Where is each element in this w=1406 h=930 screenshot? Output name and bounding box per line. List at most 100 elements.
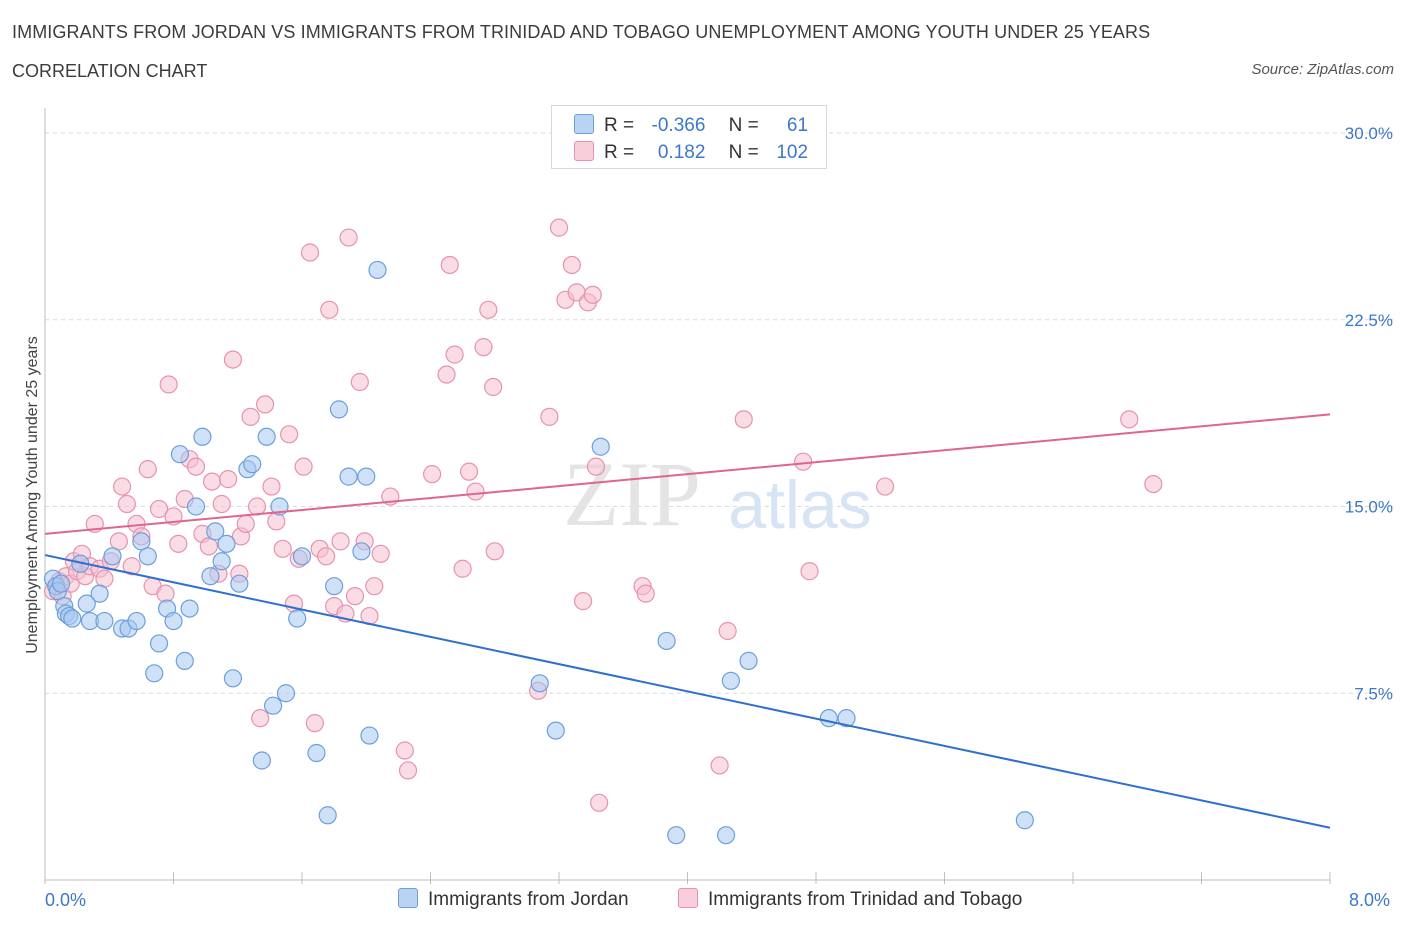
- trinidad-point: [485, 542, 504, 561]
- trinidad-point: [549, 218, 569, 237]
- trinidad-point: [562, 255, 581, 275]
- jordan-point: [1015, 811, 1034, 830]
- jordan-point: [357, 467, 376, 486]
- jordan-point: [170, 445, 190, 464]
- jordan-point: [591, 437, 610, 456]
- series-legend: Immigrants from Jordan Immigrants from T…: [0, 888, 1406, 918]
- jordan-series: [43, 260, 1034, 845]
- trinidad-point: [474, 338, 493, 357]
- trinidad-point: [590, 793, 609, 812]
- jordan-point: [288, 609, 307, 628]
- jordan-point: [530, 674, 549, 693]
- jordan-point: [201, 567, 220, 586]
- trinidad-point: [122, 557, 141, 576]
- trinidad-point: [251, 709, 270, 728]
- trinidad-point: [156, 584, 175, 603]
- trinidad-point: [583, 285, 602, 304]
- trinidad-point: [875, 477, 895, 496]
- legend-row-trinidad: R = 0.182 N = 102: [574, 141, 808, 167]
- legend-item-jordan[interactable]: Immigrants from Jordan: [398, 888, 629, 911]
- jordan-point: [186, 497, 206, 516]
- trinidad-point: [316, 547, 336, 566]
- jordan-point: [257, 427, 276, 446]
- jordan-point: [352, 542, 371, 561]
- legend-label-jordan: Immigrants from Jordan: [428, 889, 629, 910]
- legend-swatch-trinidad: [574, 141, 594, 161]
- jordan-point: [252, 751, 271, 770]
- x-tick-label-max: 8.0%: [1349, 890, 1391, 910]
- legend-n-value-jordan: 61: [786, 115, 809, 136]
- trinidad-point: [365, 577, 384, 596]
- jordan-point: [95, 611, 114, 631]
- trinidad-point: [1144, 474, 1163, 494]
- jordan-point: [276, 684, 296, 703]
- y-tick-label: 7.5%: [1354, 684, 1393, 703]
- trinidad-point: [734, 410, 753, 429]
- jordan-point: [307, 743, 326, 763]
- y-axis-label: Unemployment Among Youth under 25 years: [24, 336, 41, 654]
- jordan-point: [263, 696, 283, 715]
- legend-r-label: R =: [604, 142, 635, 163]
- trinidad-point: [236, 514, 255, 534]
- legend-swatch-trinidad: [678, 888, 698, 908]
- jordan-point: [212, 552, 231, 571]
- jordan-point: [206, 522, 225, 541]
- x-tick-label-min: 0.0%: [45, 890, 87, 910]
- y-tick-label: 15.0%: [1345, 498, 1393, 517]
- trinidad-point: [219, 470, 238, 489]
- jordan-point: [837, 709, 856, 728]
- trinidad-point: [573, 592, 593, 611]
- trinidad-point: [459, 462, 479, 481]
- trinidad-point: [445, 345, 464, 364]
- trinidad-point: [479, 300, 498, 319]
- jordan-point: [339, 467, 358, 486]
- jordan-point: [223, 669, 243, 688]
- trinidad-point: [540, 407, 559, 426]
- trinidad-point: [586, 457, 606, 476]
- trinidad-trend-line: [44, 413, 1331, 535]
- trinidad-point: [636, 584, 655, 603]
- trinidad-point: [202, 472, 222, 491]
- trinidad-point: [159, 375, 178, 394]
- jordan-point: [819, 709, 838, 728]
- chart-subtitle: CORRELATION CHART: [12, 61, 208, 81]
- legend-swatch-jordan: [574, 114, 594, 134]
- jordan-point: [360, 726, 379, 745]
- jordan-point: [103, 547, 122, 566]
- trinidad-point: [280, 425, 299, 444]
- legend-item-trinidad[interactable]: Immigrants from Trinidad and Tobago: [678, 888, 1022, 911]
- legend-r-value-jordan: -0.366: [651, 115, 706, 136]
- trinidad-point: [1120, 410, 1139, 429]
- chart-title: IMMIGRANTS FROM JORDAN VS IMMIGRANTS FRO…: [12, 22, 1151, 42]
- trinidad-point: [186, 457, 206, 476]
- source-label: Source: ZipAtlas.com: [1251, 61, 1394, 78]
- legend-row-jordan: R = -0.366 N = 61: [574, 114, 808, 140]
- trinidad-point: [169, 534, 188, 553]
- jordan-point: [230, 574, 249, 593]
- jordan-point: [329, 400, 349, 419]
- jordan-point: [739, 651, 758, 670]
- legend-r-label: R =: [604, 115, 635, 136]
- y-tick-labels: 7.5% 15.0% 22.5% 30.0%: [1345, 124, 1393, 703]
- y-tick-label: 30.0%: [1345, 124, 1393, 143]
- jordan-point: [51, 574, 71, 593]
- trinidad-point: [395, 741, 414, 760]
- trinidad-point: [437, 365, 456, 384]
- trinidad-point: [484, 377, 503, 397]
- jordan-point: [164, 611, 183, 631]
- jordan-point: [90, 584, 109, 603]
- trinidad-point: [718, 621, 737, 641]
- trinidad-point: [466, 482, 485, 501]
- legend-r-value-trinidad: 0.182: [657, 142, 706, 163]
- jordan-point: [325, 577, 344, 596]
- jordan-point: [657, 631, 676, 651]
- trinidad-point: [331, 532, 350, 551]
- trinidad-point: [117, 494, 137, 514]
- watermark-atlas: atlas: [728, 467, 872, 543]
- jordan-point: [145, 664, 164, 683]
- trinidad-point: [423, 465, 442, 484]
- axes: [44, 108, 1331, 884]
- trinidad-point: [247, 497, 267, 516]
- legend-n-value-trinidad: 102: [776, 142, 809, 163]
